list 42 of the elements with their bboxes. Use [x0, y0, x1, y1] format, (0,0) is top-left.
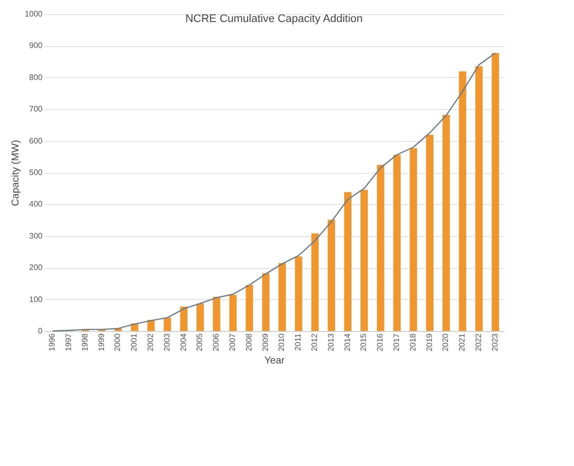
y-tick-label: 0 — [38, 326, 44, 336]
y-tick-label: 900 — [29, 41, 44, 50]
x-tick-label: 2017 — [392, 332, 401, 352]
y-tick-label: 600 — [29, 136, 44, 146]
x-tick-label: 2012 — [310, 332, 319, 352]
x-tick-label: 2010 — [277, 332, 286, 352]
x-tick-label: 2011 — [294, 332, 303, 351]
y-axis-title: Capacity (MW) — [10, 140, 22, 206]
x-tick-label: 1997 — [64, 332, 74, 352]
x-tick-label: 2009 — [260, 332, 270, 352]
x-tick-label: 2001 — [130, 332, 139, 352]
y-tick-label: 700 — [29, 104, 44, 114]
x-axis-title: Year — [264, 355, 286, 366]
x-tick-label: 1998 — [80, 332, 90, 352]
y-tick-label: 100 — [29, 294, 44, 304]
x-tick-label: 2007 — [228, 332, 237, 352]
x-tick-label: 2003 — [162, 332, 172, 352]
x-tick-label: 2006 — [212, 332, 221, 352]
x-tick-label: 2014 — [342, 332, 352, 352]
x-tick-label: 2005 — [195, 332, 204, 352]
x-tick-label: 2021 — [458, 332, 467, 352]
x-tick-label: 1999 — [96, 332, 106, 352]
y-tick-label: 1000 — [24, 10, 44, 18]
chart-title: NCRE Cumulative Capacity Addition — [185, 13, 363, 25]
x-tick-label: 2008 — [244, 332, 254, 352]
x-tick-label: 2019 — [424, 332, 434, 352]
x-tick-label: 2016 — [376, 332, 385, 352]
x-tick-label: 2015 — [359, 332, 368, 352]
y-tick-label: 400 — [29, 200, 44, 209]
x-tick-label: 2013 — [326, 332, 336, 352]
x-tick-label: 2018 — [408, 332, 418, 352]
x-tick-label: 2000 — [113, 332, 122, 352]
y-tick-label: 800 — [29, 72, 44, 82]
x-tick-label: 2020 — [441, 332, 450, 352]
x-tick-label: 1996 — [48, 332, 57, 352]
x-tick-label: 2002 — [146, 332, 156, 352]
y-tick-label: 500 — [29, 168, 44, 177]
x-tick-label: 2004 — [178, 332, 188, 352]
y-tick-label: 300 — [29, 231, 44, 240]
x-tick-label: 2022 — [474, 332, 483, 352]
y-tick-label: 200 — [29, 263, 44, 272]
x-tick-label: 2023 — [490, 332, 500, 352]
